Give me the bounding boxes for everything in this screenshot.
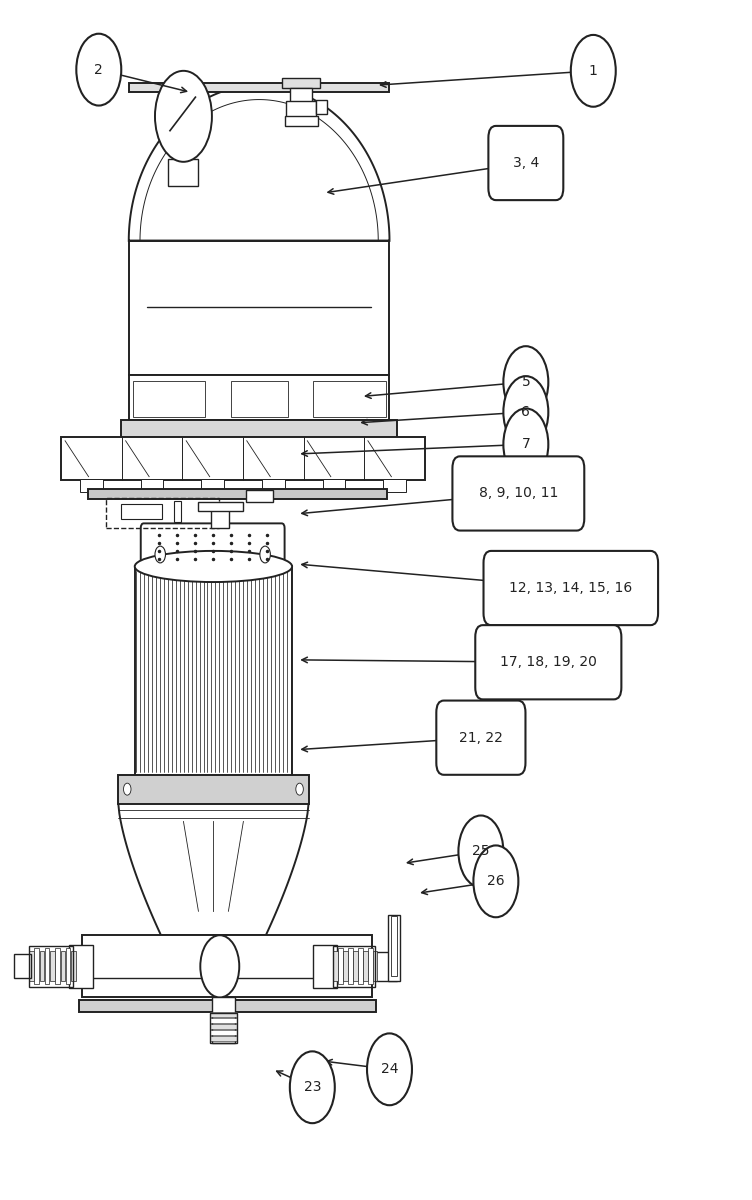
Bar: [132, 380, 205, 416]
Bar: [363, 952, 368, 982]
Bar: [82, 935, 372, 997]
Bar: [29, 952, 34, 982]
Circle shape: [155, 546, 165, 563]
Bar: [284, 116, 317, 126]
Text: 24: 24: [381, 1062, 399, 1076]
Text: 17, 18, 19, 20: 17, 18, 19, 20: [500, 655, 597, 670]
Bar: [210, 1012, 237, 1016]
Bar: [14, 954, 31, 978]
Bar: [210, 1024, 237, 1028]
Text: 5: 5: [521, 376, 530, 389]
Bar: [118, 775, 308, 804]
Circle shape: [155, 71, 212, 162]
FancyBboxPatch shape: [484, 551, 658, 625]
Text: 23: 23: [304, 1080, 321, 1094]
Circle shape: [123, 784, 131, 796]
Bar: [78, 1000, 376, 1012]
Bar: [384, 479, 405, 492]
Text: 6: 6: [521, 406, 530, 419]
Bar: [66, 948, 71, 984]
Bar: [353, 952, 358, 982]
Text: 3, 4: 3, 4: [513, 156, 539, 170]
Bar: [313, 944, 337, 988]
Bar: [210, 1013, 237, 1043]
Bar: [290, 88, 312, 102]
Bar: [35, 948, 39, 984]
FancyBboxPatch shape: [141, 523, 284, 571]
Bar: [29, 946, 72, 986]
Circle shape: [459, 816, 503, 887]
Bar: [212, 997, 235, 1043]
Bar: [210, 1036, 237, 1040]
Bar: [174, 500, 181, 522]
Bar: [343, 952, 347, 982]
Circle shape: [503, 376, 548, 448]
Bar: [62, 437, 425, 480]
FancyBboxPatch shape: [475, 625, 621, 700]
Bar: [80, 479, 103, 492]
Text: 7: 7: [521, 437, 530, 451]
Bar: [231, 380, 287, 416]
Bar: [141, 479, 163, 492]
Text: 21, 22: 21, 22: [459, 731, 503, 745]
Bar: [316, 100, 327, 114]
Circle shape: [474, 846, 518, 917]
Circle shape: [290, 1051, 335, 1123]
Circle shape: [76, 34, 121, 106]
Bar: [56, 948, 60, 984]
Circle shape: [260, 546, 271, 563]
Bar: [282, 78, 320, 88]
Bar: [71, 952, 75, 982]
Text: 26: 26: [487, 875, 505, 888]
Bar: [45, 948, 50, 984]
Bar: [262, 479, 284, 492]
Bar: [368, 948, 372, 984]
Bar: [121, 504, 162, 518]
Bar: [338, 948, 343, 984]
Ellipse shape: [135, 551, 292, 582]
Bar: [323, 479, 345, 492]
FancyBboxPatch shape: [453, 456, 584, 530]
Bar: [87, 488, 387, 499]
Bar: [246, 490, 273, 502]
Bar: [168, 160, 199, 186]
FancyBboxPatch shape: [436, 701, 526, 775]
Text: 25: 25: [472, 845, 490, 858]
Bar: [333, 946, 374, 986]
Bar: [373, 952, 378, 982]
Bar: [69, 944, 92, 988]
Bar: [202, 479, 224, 492]
Bar: [129, 83, 390, 92]
Bar: [388, 914, 400, 980]
Circle shape: [503, 408, 548, 480]
Bar: [313, 380, 386, 416]
Bar: [198, 502, 243, 511]
Bar: [374, 952, 397, 980]
Bar: [211, 509, 229, 528]
Text: 1: 1: [589, 64, 598, 78]
Bar: [210, 1030, 237, 1034]
Bar: [129, 374, 390, 420]
Circle shape: [503, 346, 548, 418]
Bar: [286, 101, 316, 119]
Circle shape: [296, 784, 303, 796]
FancyBboxPatch shape: [488, 126, 563, 200]
Text: 8, 9, 10, 11: 8, 9, 10, 11: [479, 486, 558, 500]
Bar: [61, 952, 65, 982]
Bar: [210, 1018, 237, 1022]
Bar: [40, 952, 44, 982]
Bar: [333, 952, 338, 982]
Circle shape: [367, 1033, 412, 1105]
Bar: [391, 916, 397, 976]
Bar: [121, 420, 397, 439]
Bar: [358, 948, 362, 984]
Circle shape: [200, 935, 239, 997]
Circle shape: [571, 35, 616, 107]
Text: 12, 13, 14, 15, 16: 12, 13, 14, 15, 16: [509, 581, 632, 595]
Text: 2: 2: [95, 62, 103, 77]
Bar: [348, 948, 353, 984]
Bar: [50, 952, 55, 982]
Bar: [106, 498, 219, 528]
Polygon shape: [129, 85, 390, 241]
